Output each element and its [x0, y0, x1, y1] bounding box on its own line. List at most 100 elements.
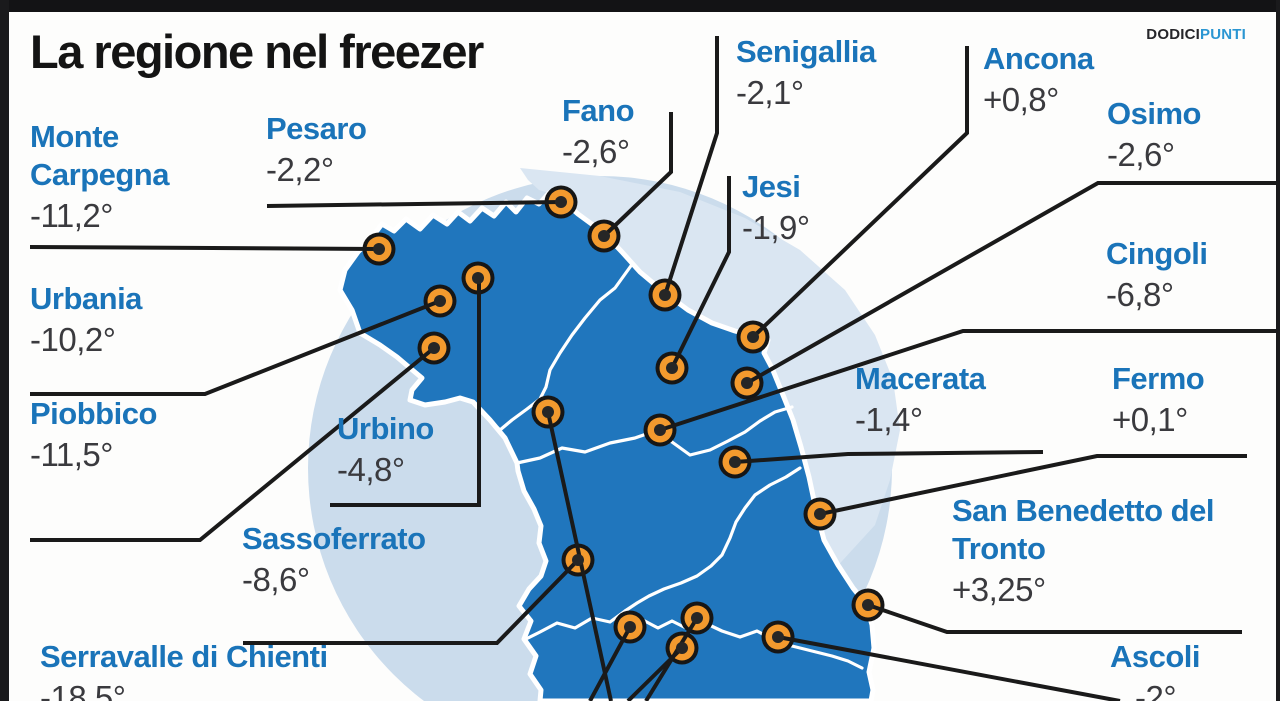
marker-dot-unlabeled-2 [691, 612, 703, 624]
leader-line-urbino [330, 278, 481, 507]
station-label-piobbico: Piobbico -11,5° [30, 395, 157, 473]
marker-dot-san-benedetto [862, 599, 874, 611]
station-label-jesi: Jesi -1,9° [742, 168, 810, 246]
station-label-urbania: Urbania -10,2° [30, 280, 142, 358]
station-name: Fano [562, 93, 635, 128]
station-label-osimo: Osimo -2,6° [1107, 95, 1201, 173]
station-label-ascoli: Ascoli -2° [1110, 638, 1201, 701]
station-label-san-benedetto: San Benedetto del Tronto +3,25° [952, 492, 1272, 608]
station-label-macerata: Macerata -1,4° [855, 360, 986, 438]
station-name: Pesaro [266, 111, 367, 146]
station-name: Ancona [983, 41, 1094, 76]
station-label-ancona: Ancona +0,8° [983, 40, 1094, 118]
station-name: Sassoferrato [242, 521, 426, 556]
marker-dot-fano [598, 230, 610, 242]
leader-line-unlabeled-3 [626, 646, 684, 701]
station-label-sassoferrato: Sassoferrato -8,6° [242, 520, 426, 598]
station-name: Serravalle di Chienti [40, 639, 328, 674]
brand-dark: DODICI [1146, 26, 1200, 43]
station-temp: -8,6° [242, 561, 310, 598]
station-temp: +0,8° [983, 81, 1059, 118]
station-label-pesaro: Pesaro -2,2° [266, 110, 367, 188]
station-temp: -11,5° [30, 436, 113, 473]
station-name: Fermo [1112, 361, 1205, 396]
frame-right [1276, 0, 1280, 701]
province-borders [488, 261, 864, 670]
frame-top [0, 0, 1280, 12]
brand-blue: PUNTI [1200, 26, 1246, 43]
marker-dot-pesaro [555, 196, 567, 208]
frame-left [0, 0, 9, 701]
station-name: Senigallia [736, 34, 876, 69]
marker-dot-osimo [741, 377, 753, 389]
station-temp: -2,1° [736, 74, 804, 111]
station-temp: -2,2° [266, 151, 334, 188]
station-name: Urbino [337, 411, 434, 446]
leader-line-fermo [819, 454, 1247, 516]
station-temp: -2° [1135, 679, 1177, 701]
station-label-cingoli: Cingoli -6,8° [1106, 235, 1208, 313]
leader-line-jesi [670, 176, 731, 369]
leader-line-senigallia [663, 36, 719, 296]
leader-line-cingoli [659, 329, 1280, 432]
station-temp: -18,5° [40, 679, 126, 701]
adriatic-sea [520, 168, 900, 572]
station-temp: +3,25° [952, 571, 1046, 608]
marker-dot-urbino [472, 272, 484, 284]
marker-dot-macerata [729, 456, 741, 468]
leader-line-monte-carpegna [29, 245, 380, 251]
page-title: La regione nel freezer [30, 25, 484, 78]
leader-line-san-benedetto [867, 603, 1242, 634]
station-name: Jesi [742, 169, 801, 204]
station-temp: -1,4° [855, 401, 923, 438]
leader-line-macerata [734, 450, 1044, 464]
marker-dot-unlabeled-3 [676, 642, 688, 654]
marker-dot-jesi [666, 362, 678, 374]
brand-logo: DODICIPUNTI [1146, 26, 1246, 43]
leader-line-serravalle [588, 626, 632, 701]
station-label-monte-carpegna: Monte Carpegna -11,2° [30, 118, 245, 234]
station-name: Macerata [855, 361, 986, 396]
marker-dot-ancona [747, 331, 759, 343]
marker-dot-cingoli [654, 424, 666, 436]
station-temp: +0,1° [1112, 401, 1188, 438]
station-temp: -2,6° [562, 133, 630, 170]
station-name: San Benedetto del Tronto [952, 493, 1214, 566]
station-label-urbino: Urbino -4,8° [337, 410, 434, 488]
station-name: Cingoli [1106, 236, 1208, 271]
marker-dot-ascoli [772, 631, 784, 643]
station-name: Monte Carpegna [30, 119, 169, 192]
station-label-serravalle: Serravalle di Chienti -18,5° [40, 638, 328, 701]
leader-line-osimo [746, 181, 1280, 385]
marker-dot-piobbico [428, 342, 440, 354]
station-label-fano: Fano -2,6° [562, 92, 635, 170]
leader-line-pesaro [266, 200, 562, 208]
leader-line-ascoli [777, 635, 1121, 701]
station-label-fermo: Fermo +0,1° [1112, 360, 1205, 438]
marker-dot-unlabeled-1 [542, 406, 554, 418]
leader-line-fano [602, 112, 673, 238]
marker-dot-senigallia [659, 289, 671, 301]
leader-line-sassoferrato [243, 558, 580, 645]
marker-dot-serravalle [624, 621, 636, 633]
station-name: Ascoli [1110, 639, 1201, 674]
marker-dot-fermo [814, 508, 826, 520]
station-temp: -11,2° [30, 197, 113, 234]
leader-line-urbania [30, 299, 441, 396]
station-name: Urbania [30, 281, 142, 316]
station-name: Piobbico [30, 396, 157, 431]
station-temp: -1,9° [742, 209, 810, 246]
leader-line-piobbico [30, 346, 436, 542]
station-temp: -6,8° [1106, 276, 1174, 313]
station-temp: -10,2° [30, 321, 116, 358]
station-label-senigallia: Senigallia -2,1° [736, 33, 876, 111]
marker-dot-urbania [434, 295, 446, 307]
station-name: Osimo [1107, 96, 1201, 131]
station-temp: -2,6° [1107, 136, 1175, 173]
leader-line-ancona [751, 46, 969, 339]
station-temp: -4,8° [337, 451, 405, 488]
marker-dot-monte-carpegna [373, 243, 385, 255]
marker-dot-sassoferrato [572, 554, 584, 566]
